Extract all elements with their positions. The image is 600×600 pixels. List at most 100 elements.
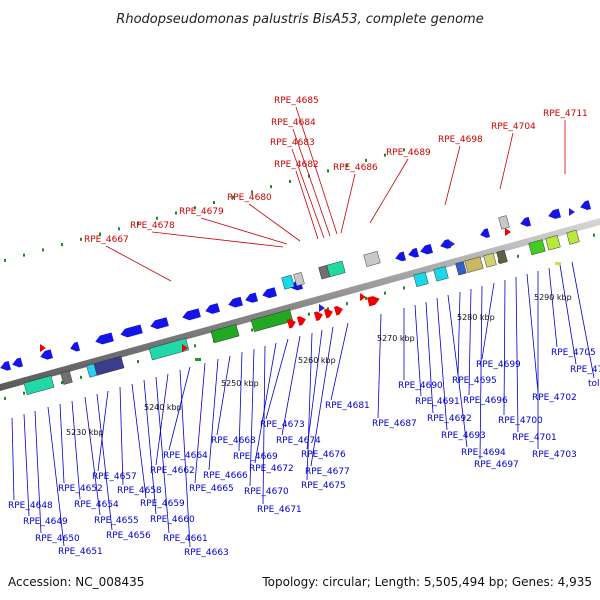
label-rpe_4651: RPE_4651 [58, 547, 103, 557]
inner-tick-row [80, 375, 82, 379]
blue-connector [71, 400, 81, 500]
blue-connector [97, 390, 109, 472]
outer-tick-row [384, 153, 386, 157]
outer-tick-row [99, 232, 101, 236]
blue-connector [503, 279, 506, 416]
red-connector [291, 148, 325, 239]
label-rpe_4706: RPE_4706 [570, 365, 600, 375]
gene-box [195, 358, 201, 361]
label-rpe_4649: RPE_4649 [23, 517, 68, 527]
outer-tick-row [213, 200, 215, 204]
label-rpe_4666: RPE_4666 [203, 471, 248, 481]
label-rpe_4671: RPE_4671 [257, 505, 302, 515]
kbp-label: 5280 kbp [457, 313, 495, 322]
gene-box [23, 375, 55, 395]
label-rpe_4665: RPE_4665 [189, 484, 234, 494]
label-rpe_4689: RPE_4689 [386, 148, 431, 158]
gene-box [326, 260, 346, 278]
topology-text: Topology: circular; Length: 5,505,494 bp… [261, 575, 592, 589]
label-rpe_4683: RPE_4683 [270, 138, 315, 148]
label-rpe_4703: RPE_4703 [532, 450, 577, 460]
label-rpe_4696: RPE_4696 [463, 396, 508, 406]
strand-marker [505, 228, 511, 236]
blue-connector [481, 282, 495, 360]
blue-connector [559, 264, 577, 365]
strand-marker [182, 344, 188, 352]
label-rpe_4681: RPE_4681 [325, 401, 370, 411]
gene-box [210, 324, 240, 344]
blue-connector [238, 351, 243, 452]
blue-connector [155, 376, 170, 534]
label-rpe_4650: RPE_4650 [35, 534, 80, 544]
gene-box [498, 215, 510, 230]
blue-connector [47, 406, 65, 547]
red-connector [295, 106, 338, 235]
blue-connector [194, 362, 206, 484]
reverse-gene [205, 303, 220, 314]
gene-box [250, 309, 294, 333]
gene-box [483, 252, 497, 268]
reverse-gene [245, 292, 258, 303]
gene-box [455, 261, 467, 276]
blue-connector [515, 276, 519, 433]
inner-tick-row [23, 391, 25, 395]
label-rpe_4667: RPE_4667 [84, 235, 129, 245]
label-rpe_4668: RPE_4668 [211, 436, 256, 446]
label-rpe_4656: RPE_4656 [106, 531, 151, 541]
kbp-label: 5270 kbp [377, 334, 415, 343]
strand-marker [319, 304, 325, 312]
reverse-gene [40, 349, 53, 360]
gene-box [433, 266, 449, 282]
reverse-gene [12, 357, 24, 368]
blue-connector [208, 358, 219, 471]
label-rpe_4702: RPE_4702 [532, 393, 577, 403]
blue-connector [457, 291, 461, 376]
reverse-gene [420, 244, 433, 255]
gene-box [545, 235, 561, 251]
blue-connector [131, 383, 147, 499]
outer-tick-row [232, 195, 234, 199]
gene-box [293, 272, 305, 287]
blue-connector [143, 379, 157, 515]
label-rpe_4679: RPE_4679 [179, 207, 224, 217]
forward-gene [367, 296, 380, 307]
label-rpe_4693: RPE_4693 [441, 431, 486, 441]
strand-marker [360, 293, 366, 301]
label-rpe_4664: RPE_4664 [163, 451, 208, 461]
blue-connector [548, 267, 558, 348]
inner-tick-row [403, 286, 405, 290]
blue-connector [216, 355, 231, 436]
blue-connector [306, 329, 323, 450]
genome-title: Rhodopseudomonas palustris BisA53, compl… [116, 12, 483, 27]
strand-marker [40, 344, 46, 352]
blue-connector [425, 301, 434, 414]
kbp-label: 5240 kbp [144, 403, 182, 412]
reverse-gene [580, 200, 592, 211]
blue-connector [526, 273, 539, 393]
outer-tick-row [327, 169, 329, 173]
label-rpe_4675: RPE_4675 [301, 481, 346, 491]
kbp-scale-labels: 5230 kbp 5240 kbp 5250 kbp 5260 kbp 5270 kbp… [66, 293, 572, 437]
inner-tick-row [593, 233, 595, 237]
blue-connector [254, 342, 277, 464]
reverse-gene [150, 317, 169, 330]
red-connector [200, 217, 288, 245]
label-rpe_4674: RPE_4674 [276, 436, 321, 446]
outer-tick-row [270, 185, 272, 189]
outer-tick-row [175, 211, 177, 215]
reverse-gene [262, 287, 277, 299]
inner-tick-row [4, 396, 6, 400]
label-rpe_4669: RPE_4669 [233, 452, 278, 462]
label-rpe_4678: RPE_4678 [130, 221, 175, 231]
inner-tick-row [251, 328, 253, 332]
label-tolb: tolB [588, 379, 600, 389]
outer-tick-row [137, 222, 139, 226]
outer-tick-row [251, 190, 253, 194]
forward-gene [313, 311, 323, 322]
red-connector [292, 128, 331, 237]
forward-gene [333, 305, 343, 316]
label-rpe_4694: RPE_4694 [461, 448, 506, 458]
blue-connector [447, 294, 468, 448]
reverse-gene [440, 239, 452, 249]
